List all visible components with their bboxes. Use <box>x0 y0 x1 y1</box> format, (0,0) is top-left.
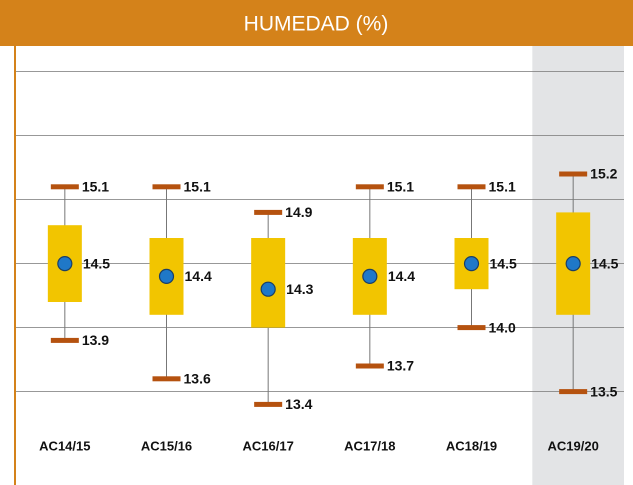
max-label: 15.1 <box>184 179 211 195</box>
x-tick-label: AC18/19 <box>446 438 497 453</box>
mean-label: 14.4 <box>388 268 415 284</box>
max-cap <box>355 184 384 190</box>
mean-dot <box>565 256 581 272</box>
min-label: 13.5 <box>590 383 617 399</box>
mean-label: 14.5 <box>83 255 110 271</box>
min-label: 13.6 <box>184 371 211 387</box>
min-cap <box>457 325 486 331</box>
title-bar <box>0 0 633 46</box>
x-tick-label: AC17/18 <box>344 438 395 453</box>
mean-dot <box>362 268 378 284</box>
min-cap <box>152 376 181 382</box>
max-cap <box>152 184 181 190</box>
min-cap <box>50 337 79 343</box>
x-tick-label: AC16/17 <box>243 438 294 453</box>
max-cap <box>50 184 79 190</box>
max-label: 15.1 <box>489 179 516 195</box>
min-label: 13.9 <box>82 332 109 348</box>
mean-label: 14.5 <box>490 255 517 271</box>
max-cap <box>457 184 486 190</box>
mean-dot <box>57 256 73 272</box>
min-label: 14.0 <box>489 319 516 335</box>
min-label: 13.4 <box>285 396 312 412</box>
x-tick-label: AC14/15 <box>39 438 90 453</box>
mean-dot <box>463 256 480 272</box>
mean-dot <box>260 281 276 297</box>
min-cap <box>559 389 588 395</box>
max-cap <box>254 209 283 215</box>
min-cap <box>254 401 283 407</box>
max-label: 15.2 <box>590 166 617 182</box>
mean-label: 14.5 <box>591 255 618 271</box>
max-cap <box>559 171 588 177</box>
mean-label: 14.4 <box>185 268 212 284</box>
x-tick-label: AC15/16 <box>141 438 192 453</box>
mean-dot <box>158 268 175 284</box>
min-label: 13.7 <box>387 358 414 374</box>
max-label: 14.9 <box>285 204 312 220</box>
chart-title: HUMEDAD (%) <box>244 13 389 36</box>
max-label: 15.1 <box>387 179 414 195</box>
min-cap <box>355 363 384 369</box>
x-tick-label: AC19/20 <box>548 438 599 453</box>
mean-label: 14.3 <box>286 281 313 297</box>
max-label: 15.1 <box>82 179 109 195</box>
